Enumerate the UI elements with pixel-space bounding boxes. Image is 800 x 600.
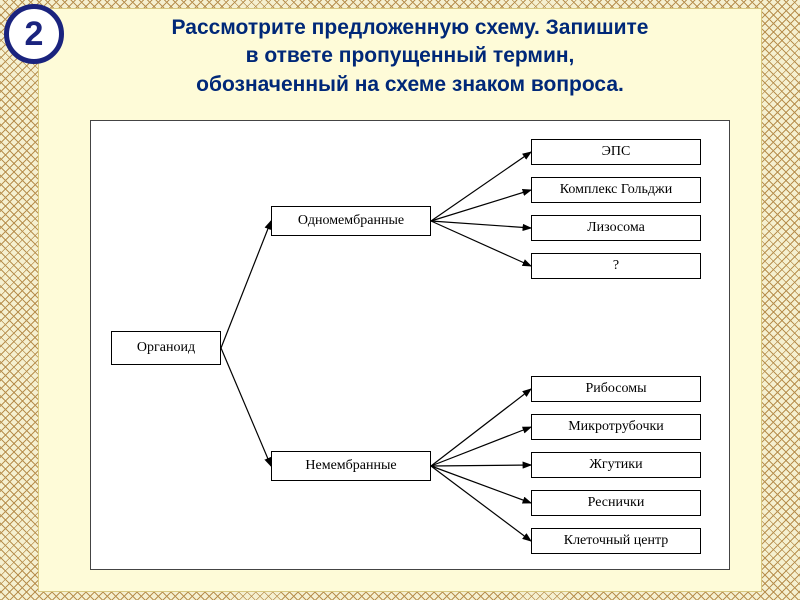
node-m2: Немембранные [271,451,431,481]
question-title: Рассмотрите предложенную схему. Запишите… [60,14,760,99]
node-r3: Жгутики [531,452,701,478]
node-r2: Микротрубочки [531,414,701,440]
node-l2: Комплекс Гольджи [531,177,701,203]
edge-root-m1 [221,221,271,348]
node-l1: ЭПС [531,139,701,165]
title-line-3: обозначенный на схеме знаком вопроса. [196,73,624,96]
edge-m1-l4 [431,221,531,266]
node-l3: Лизосома [531,215,701,241]
node-l4: ? [531,253,701,279]
node-m1: Одномембранные [271,206,431,236]
node-r5: Клеточный центр [531,528,701,554]
edge-m2-r2 [431,427,531,466]
edge-root-m2 [221,348,271,466]
edge-m1-l2 [431,190,531,221]
diagram-area: Органоид Одномембранные Немембранные ЭПС Ком… [90,120,730,570]
edge-m1-l3 [431,221,531,228]
edge-m2-r4 [431,466,531,503]
edge-m2-r1 [431,389,531,466]
title-line-1: Рассмотрите предложенную схему. Запишите [172,16,649,39]
title-line-2: в ответе пропущенный термин, [246,44,575,67]
node-r1: Рибосомы [531,376,701,402]
question-number: 2 [25,15,44,54]
node-r4: Реснички [531,490,701,516]
node-root: Органоид [111,331,221,365]
edge-m2-r5 [431,466,531,541]
edge-m1-l1 [431,152,531,221]
edge-m2-r3 [431,465,531,466]
question-number-badge: 2 [4,4,64,64]
